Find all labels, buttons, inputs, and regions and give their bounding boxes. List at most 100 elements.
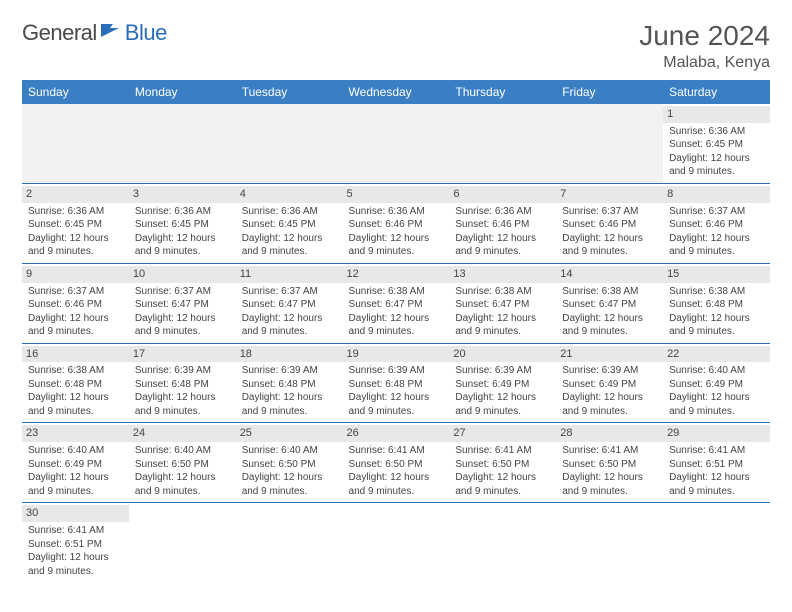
- daylight-line-2: and 9 minutes.: [455, 405, 550, 419]
- daylight-line-2: and 9 minutes.: [349, 405, 444, 419]
- day-number: 6: [449, 186, 556, 203]
- sunrise-line: Sunrise: 6:39 AM: [455, 364, 550, 378]
- daylight-line-2: and 9 minutes.: [349, 485, 444, 499]
- daylight-line-1: Daylight: 12 hours: [669, 391, 764, 405]
- daylight-line-2: and 9 minutes.: [28, 405, 123, 419]
- calendar-cell: 24Sunrise: 6:40 AMSunset: 6:50 PMDayligh…: [129, 423, 236, 503]
- daylight-line-2: and 9 minutes.: [135, 405, 230, 419]
- sunset-line: Sunset: 6:48 PM: [242, 378, 337, 392]
- logo: General Blue: [22, 20, 167, 46]
- sunset-line: Sunset: 6:49 PM: [669, 378, 764, 392]
- daylight-line-1: Daylight: 12 hours: [135, 312, 230, 326]
- calendar-row: 30Sunrise: 6:41 AMSunset: 6:51 PMDayligh…: [22, 503, 770, 582]
- calendar-cell: 7Sunrise: 6:37 AMSunset: 6:46 PMDaylight…: [556, 183, 663, 263]
- day-number: 13: [449, 266, 556, 283]
- daylight-line-1: Daylight: 12 hours: [349, 312, 444, 326]
- daylight-line-1: Daylight: 12 hours: [28, 232, 123, 246]
- day-number: 2: [22, 186, 129, 203]
- daylight-line-1: Daylight: 12 hours: [349, 232, 444, 246]
- day-number: 20: [449, 346, 556, 363]
- daylight-line-1: Daylight: 12 hours: [349, 471, 444, 485]
- daylight-line-1: Daylight: 12 hours: [562, 471, 657, 485]
- sunrise-line: Sunrise: 6:39 AM: [242, 364, 337, 378]
- daylight-line-2: and 9 minutes.: [349, 325, 444, 339]
- daylight-line-2: and 9 minutes.: [455, 245, 550, 259]
- day-number: 3: [129, 186, 236, 203]
- calendar-cell: [236, 503, 343, 582]
- sunrise-line: Sunrise: 6:40 AM: [28, 444, 123, 458]
- sunset-line: Sunset: 6:49 PM: [28, 458, 123, 472]
- daylight-line-1: Daylight: 12 hours: [455, 232, 550, 246]
- sunrise-line: Sunrise: 6:38 AM: [455, 285, 550, 299]
- calendar-cell: 30Sunrise: 6:41 AMSunset: 6:51 PMDayligh…: [22, 503, 129, 582]
- calendar-cell: 2Sunrise: 6:36 AMSunset: 6:45 PMDaylight…: [22, 183, 129, 263]
- day-number: 16: [22, 346, 129, 363]
- sunrise-line: Sunrise: 6:37 AM: [669, 205, 764, 219]
- calendar-body: 1Sunrise: 6:36 AMSunset: 6:45 PMDaylight…: [22, 104, 770, 582]
- sunrise-line: Sunrise: 6:39 AM: [349, 364, 444, 378]
- calendar-cell: 10Sunrise: 6:37 AMSunset: 6:47 PMDayligh…: [129, 263, 236, 343]
- daylight-line-1: Daylight: 12 hours: [242, 312, 337, 326]
- calendar-cell: 28Sunrise: 6:41 AMSunset: 6:50 PMDayligh…: [556, 423, 663, 503]
- daylight-line-2: and 9 minutes.: [28, 485, 123, 499]
- sunset-line: Sunset: 6:46 PM: [455, 218, 550, 232]
- calendar-cell: 5Sunrise: 6:36 AMSunset: 6:46 PMDaylight…: [343, 183, 450, 263]
- calendar-cell: [449, 104, 556, 183]
- calendar-cell: 12Sunrise: 6:38 AMSunset: 6:47 PMDayligh…: [343, 263, 450, 343]
- sunrise-line: Sunrise: 6:41 AM: [349, 444, 444, 458]
- calendar-cell: 11Sunrise: 6:37 AMSunset: 6:47 PMDayligh…: [236, 263, 343, 343]
- calendar-cell: 15Sunrise: 6:38 AMSunset: 6:48 PMDayligh…: [663, 263, 770, 343]
- daylight-line-1: Daylight: 12 hours: [455, 471, 550, 485]
- calendar-cell: [556, 104, 663, 183]
- title-block: June 2024 Malaba, Kenya: [639, 20, 770, 72]
- day-number: 22: [663, 346, 770, 363]
- sunset-line: Sunset: 6:48 PM: [135, 378, 230, 392]
- sunrise-line: Sunrise: 6:36 AM: [349, 205, 444, 219]
- sunset-line: Sunset: 6:45 PM: [669, 138, 764, 152]
- sunrise-line: Sunrise: 6:36 AM: [135, 205, 230, 219]
- daylight-line-2: and 9 minutes.: [135, 485, 230, 499]
- logo-text-blue: Blue: [125, 20, 167, 46]
- calendar-cell: 6 Sunrise: 6:36 AMSunset: 6:46 PMDaylight…: [449, 183, 556, 263]
- day-number: 7: [556, 186, 663, 203]
- daylight-line-2: and 9 minutes.: [455, 325, 550, 339]
- daylight-line-2: and 9 minutes.: [242, 245, 337, 259]
- daylight-line-2: and 9 minutes.: [669, 325, 764, 339]
- daylight-line-1: Daylight: 12 hours: [669, 152, 764, 166]
- sunset-line: Sunset: 6:47 PM: [562, 298, 657, 312]
- calendar-cell: [22, 104, 129, 183]
- sunrise-line: Sunrise: 6:37 AM: [242, 285, 337, 299]
- day-number: 9: [22, 266, 129, 283]
- sunrise-line: Sunrise: 6:36 AM: [455, 205, 550, 219]
- daylight-line-1: Daylight: 12 hours: [242, 391, 337, 405]
- daylight-line-1: Daylight: 12 hours: [349, 391, 444, 405]
- sunrise-line: Sunrise: 6:38 AM: [669, 285, 764, 299]
- sunrise-line: Sunrise: 6:41 AM: [562, 444, 657, 458]
- day-number: 1: [663, 106, 770, 123]
- page-title: June 2024: [639, 20, 770, 52]
- calendar-cell: 23Sunrise: 6:40 AMSunset: 6:49 PMDayligh…: [22, 423, 129, 503]
- sunset-line: Sunset: 6:49 PM: [562, 378, 657, 392]
- calendar-cell: 22Sunrise: 6:40 AMSunset: 6:49 PMDayligh…: [663, 343, 770, 423]
- daylight-line-2: and 9 minutes.: [349, 245, 444, 259]
- calendar-cell: [343, 104, 450, 183]
- daylight-line-2: and 9 minutes.: [135, 245, 230, 259]
- sunset-line: Sunset: 6:48 PM: [669, 298, 764, 312]
- daylight-line-2: and 9 minutes.: [28, 565, 123, 579]
- daylight-line-2: and 9 minutes.: [669, 485, 764, 499]
- daylight-line-1: Daylight: 12 hours: [455, 391, 550, 405]
- calendar-cell: 4Sunrise: 6:36 AMSunset: 6:45 PMDaylight…: [236, 183, 343, 263]
- calendar-cell: [663, 503, 770, 582]
- sunrise-line: Sunrise: 6:41 AM: [669, 444, 764, 458]
- sunrise-line: Sunrise: 6:40 AM: [135, 444, 230, 458]
- daylight-line-2: and 9 minutes.: [135, 325, 230, 339]
- sunset-line: Sunset: 6:45 PM: [135, 218, 230, 232]
- daylight-line-2: and 9 minutes.: [28, 325, 123, 339]
- weekday-header: Thursday: [449, 80, 556, 104]
- calendar-cell: 26Sunrise: 6:41 AMSunset: 6:50 PMDayligh…: [343, 423, 450, 503]
- calendar-cell: [129, 104, 236, 183]
- sunrise-line: Sunrise: 6:40 AM: [242, 444, 337, 458]
- daylight-line-1: Daylight: 12 hours: [135, 391, 230, 405]
- daylight-line-1: Daylight: 12 hours: [28, 471, 123, 485]
- weekday-header: Tuesday: [236, 80, 343, 104]
